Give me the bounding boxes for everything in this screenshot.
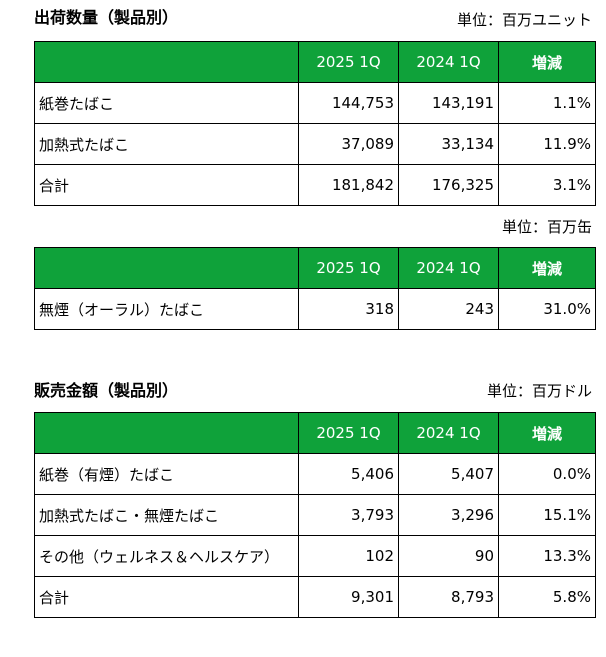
value-2024-1q: 3,296	[398, 494, 499, 536]
value-2024-1q: 33,134	[398, 123, 499, 165]
header-change: 増減	[498, 247, 596, 289]
value-2025-1q: 5,406	[298, 453, 399, 495]
value-2024-1q: 176,325	[398, 164, 499, 206]
header-2025-1q: 2025 1Q	[298, 412, 399, 454]
value-change: 3.1%	[498, 164, 596, 206]
table-row: 加熱式たばこ 37,089 33,134 11.9%	[34, 123, 596, 165]
row-label: 紙巻（有煙）たばこ	[34, 453, 299, 495]
sales-unit-label: 単位：百万ドル	[486, 382, 592, 400]
header-empty-cell	[34, 41, 299, 83]
table-row: 加熱式たばこ・無煙たばこ 3,793 3,296 15.1%	[34, 494, 596, 536]
value-2025-1q: 9,301	[298, 576, 399, 618]
shipment-unit-label: 単位：百万ユニット	[456, 11, 592, 29]
value-change: 15.1%	[498, 494, 596, 536]
value-2024-1q: 243	[398, 288, 499, 330]
value-2024-1q: 5,407	[398, 453, 499, 495]
row-label: 紙巻たばこ	[34, 82, 299, 124]
sales-title: 販売金額（製品別）	[34, 381, 179, 400]
header-2024-1q: 2024 1Q	[398, 247, 499, 289]
oral-header-row: 2025 1Q 2024 1Q 増減	[34, 247, 596, 289]
shipment-table: 2025 1Q 2024 1Q 増減 紙巻たばこ 144,753 143,191…	[34, 41, 596, 206]
row-label: 加熱式たばこ・無煙たばこ	[34, 494, 299, 536]
value-change: 1.1%	[498, 82, 596, 124]
value-change: 31.0%	[498, 288, 596, 330]
header-empty-cell	[34, 412, 299, 454]
row-label: 無煙（オーラル）たばこ	[34, 288, 299, 330]
table-row: 合計 181,842 176,325 3.1%	[34, 164, 596, 206]
value-2024-1q: 143,191	[398, 82, 499, 124]
row-label: 合計	[34, 164, 299, 206]
value-2025-1q: 181,842	[298, 164, 399, 206]
value-2025-1q: 37,089	[298, 123, 399, 165]
table-row: 紙巻たばこ 144,753 143,191 1.1%	[34, 82, 596, 124]
header-2024-1q: 2024 1Q	[398, 41, 499, 83]
row-label: 合計	[34, 576, 299, 618]
oral-unit-label: 単位：百万缶	[501, 218, 592, 236]
value-2024-1q: 90	[398, 535, 499, 577]
value-2025-1q: 144,753	[298, 82, 399, 124]
table-row: 合計 9,301 8,793 5.8%	[34, 576, 596, 618]
value-change: 11.9%	[498, 123, 596, 165]
shipment-title: 出荷数量（製品別）	[34, 8, 179, 27]
row-label: 加熱式たばこ	[34, 123, 299, 165]
table-row: 紙巻（有煙）たばこ 5,406 5,407 0.0%	[34, 453, 596, 495]
header-empty-cell	[34, 247, 299, 289]
shipment-header-row: 2025 1Q 2024 1Q 増減	[34, 41, 596, 83]
value-2025-1q: 3,793	[298, 494, 399, 536]
header-2024-1q: 2024 1Q	[398, 412, 499, 454]
value-change: 13.3%	[498, 535, 596, 577]
header-change: 増減	[498, 41, 596, 83]
row-label: その他（ウェルネス＆ヘルスケア）	[34, 535, 299, 577]
oral-table: 2025 1Q 2024 1Q 増減 無煙（オーラル）たばこ 318 243 3…	[34, 247, 596, 330]
header-2025-1q: 2025 1Q	[298, 41, 399, 83]
table-row: 無煙（オーラル）たばこ 318 243 31.0%	[34, 288, 596, 330]
header-2025-1q: 2025 1Q	[298, 247, 399, 289]
value-2024-1q: 8,793	[398, 576, 499, 618]
sales-header-row: 2025 1Q 2024 1Q 増減	[34, 412, 596, 454]
value-2025-1q: 318	[298, 288, 399, 330]
value-change: 5.8%	[498, 576, 596, 618]
table-row: その他（ウェルネス＆ヘルスケア） 102 90 13.3%	[34, 535, 596, 577]
value-2025-1q: 102	[298, 535, 399, 577]
value-change: 0.0%	[498, 453, 596, 495]
sales-table: 2025 1Q 2024 1Q 増減 紙巻（有煙）たばこ 5,406 5,407…	[34, 412, 596, 618]
header-change: 増減	[498, 412, 596, 454]
